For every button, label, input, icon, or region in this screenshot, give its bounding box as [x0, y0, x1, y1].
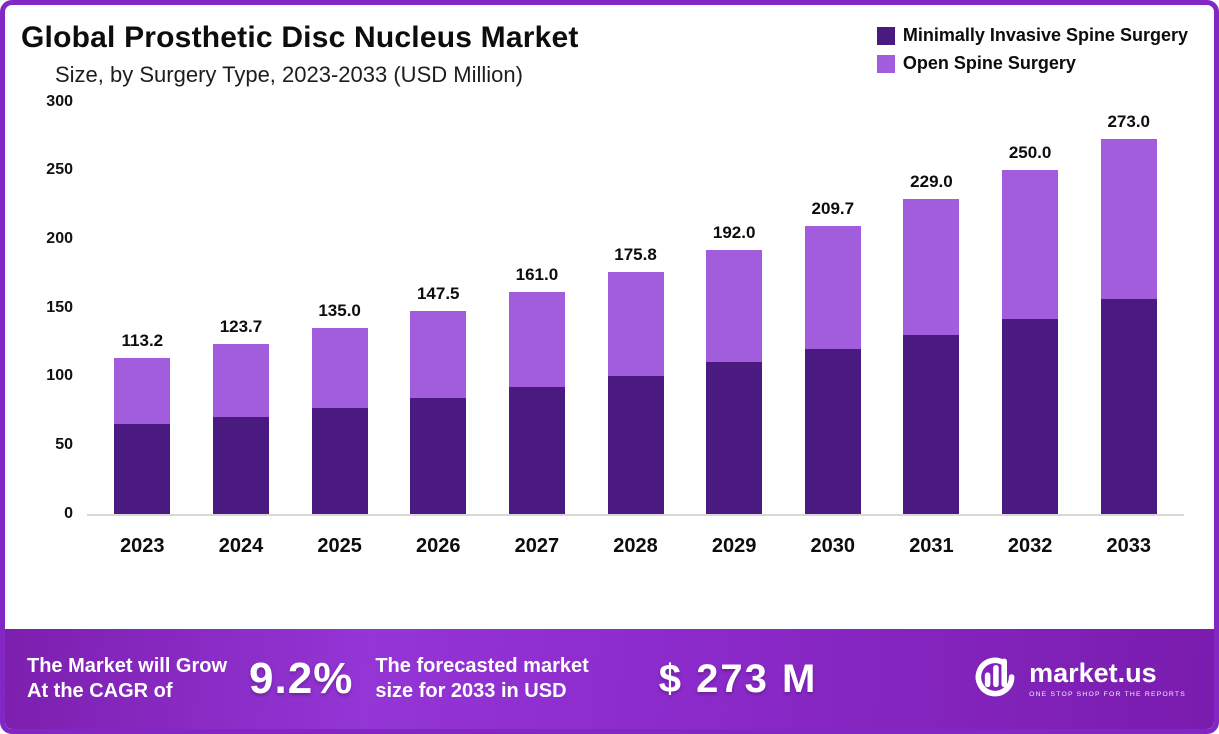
footer-banner: The Market will Grow At the CAGR of 9.2%… — [5, 629, 1214, 729]
bar-segment-open-spine — [607, 272, 664, 377]
bar-group-2033: 273.0 2033 — [1079, 102, 1178, 557]
bar-segment-minimally-invasive — [1002, 318, 1059, 514]
bar-total-label: 161.0 — [515, 265, 559, 285]
forecast-label: The forecasted market size for 2033 in U… — [375, 655, 589, 702]
bar-total-label: 113.2 — [121, 331, 164, 351]
bar-group-2029: 192.0 2029 — [685, 102, 784, 557]
bar-total-label: 192.0 — [712, 222, 756, 242]
x-axis-label: 2023 — [120, 534, 165, 557]
bar-total-label: 175.8 — [614, 245, 657, 265]
bar-segment-minimally-invasive — [410, 398, 467, 514]
x-axis-label: 2033 — [1106, 534, 1151, 557]
legend-item-0: Minimally Invasive Spine Surgery — [876, 25, 1188, 46]
bar-group-2031: 229.0 2031 — [882, 102, 981, 557]
bar-group-2027: 161.0 2027 — [488, 102, 587, 557]
bar-total-label: 123.7 — [219, 316, 263, 336]
bar-total-label: 209.7 — [811, 198, 855, 218]
legend-swatch-icon — [876, 26, 895, 45]
bar-segment-open-spine — [903, 199, 960, 335]
bar-segment-open-spine — [212, 343, 269, 418]
header: Global Prosthetic Disc Nucleus Market Si… — [5, 5, 1214, 88]
chart-subtitle: Size, by Surgery Type, 2023-2033 (USD Mi… — [55, 61, 523, 87]
x-axis-label: 2032 — [1007, 534, 1053, 557]
bar-segment-minimally-invasive — [311, 407, 368, 514]
bar-total-label: 250.0 — [1008, 143, 1052, 163]
y-tick-label: 0 — [64, 504, 73, 522]
bar-segment-open-spine — [311, 328, 368, 408]
x-axis-label: 2024 — [218, 534, 264, 557]
bar-group-2028: 175.8 2028 — [586, 102, 685, 557]
bar-segment-open-spine — [114, 358, 171, 425]
bar-group-2025: 135.0 2025 — [290, 102, 389, 557]
y-tick-label: 250 — [46, 161, 73, 179]
x-axis-label: 2028 — [613, 534, 658, 557]
bar-group-2023: 113.2 2023 — [93, 102, 192, 557]
bar-segment-minimally-invasive — [903, 334, 960, 514]
bar-segment-open-spine — [508, 292, 565, 388]
legend-label: Minimally Invasive Spine Surgery — [902, 25, 1188, 45]
chart-area: 0 50 100 150 200 250 300 113.2 2023 123.7 2024 135… — [23, 93, 1184, 557]
page-title: Global Prosthetic Disc Nucleus Market — [21, 21, 579, 54]
bar-group-2032: 250.0 2032 — [981, 102, 1080, 557]
y-tick-label: 100 — [46, 367, 73, 385]
bar-segment-minimally-invasive — [212, 417, 269, 514]
bar-segment-minimally-invasive — [508, 387, 565, 514]
bar-segment-minimally-invasive — [607, 376, 664, 514]
title-block: Global Prosthetic Disc Nucleus Market Si… — [21, 21, 579, 88]
bar-segment-minimally-invasive — [804, 348, 861, 514]
bar-segment-minimally-invasive — [706, 362, 763, 514]
bar-group-2024: 123.7 2024 — [192, 102, 291, 557]
bar-total-label: 273.0 — [1107, 111, 1150, 131]
plot-area: 113.2 2023 123.7 2024 135.0 2025 147.5 2026 161.… — [87, 102, 1184, 557]
cagr-label: The Market will Grow At the CAGR of — [27, 655, 228, 702]
bar-segment-open-spine — [804, 225, 861, 349]
bar-segment-open-spine — [1002, 170, 1059, 319]
forecast-value: $ 273 M — [658, 656, 818, 701]
x-axis-label: 2026 — [415, 534, 461, 557]
legend-swatch-icon — [876, 54, 895, 73]
bar-segment-open-spine — [706, 249, 763, 363]
y-axis: 0 50 100 150 200 250 300 — [23, 93, 87, 522]
y-tick-label: 50 — [55, 435, 73, 453]
bar-total-label: 147.5 — [416, 283, 460, 303]
bar-segment-open-spine — [1100, 138, 1157, 300]
legend-item-1: Open Spine Surgery — [876, 53, 1188, 74]
bar-total-label: 229.0 — [910, 172, 953, 192]
brand-text: market.us ONE STOP SHOP FOR THE REPORTS — [1029, 658, 1186, 699]
y-tick-label: 150 — [46, 298, 73, 316]
x-axis-label: 2025 — [317, 534, 362, 557]
bars-container: 113.2 2023 123.7 2024 135.0 2025 147.5 2026 161.… — [87, 102, 1184, 557]
market-us-logo-icon — [971, 653, 1019, 706]
bar-group-2026: 147.5 2026 — [389, 102, 488, 557]
bar-segment-open-spine — [410, 310, 467, 399]
y-tick-label: 300 — [46, 92, 73, 110]
x-axis-label: 2029 — [711, 534, 757, 557]
legend: Minimally Invasive Spine Surgery Open Spi… — [876, 25, 1188, 74]
bar-segment-minimally-invasive — [1100, 299, 1157, 514]
bar-total-label: 135.0 — [318, 301, 361, 321]
x-axis-label: 2030 — [810, 534, 856, 557]
bar-group-2030: 209.7 2030 — [783, 102, 882, 557]
brand-tagline: ONE STOP SHOP FOR THE REPORTS — [1029, 691, 1186, 698]
legend-label: Open Spine Surgery — [902, 53, 1076, 73]
x-axis-label: 2027 — [514, 534, 560, 557]
brand-block: market.us ONE STOP SHOP FOR THE REPORTS — [971, 653, 1192, 706]
x-axis-label: 2031 — [909, 534, 954, 557]
bar-segment-minimally-invasive — [114, 424, 171, 514]
brand-name: market.us — [1029, 658, 1157, 688]
cagr-value: 9.2% — [249, 654, 354, 703]
y-tick-label: 200 — [46, 229, 73, 247]
